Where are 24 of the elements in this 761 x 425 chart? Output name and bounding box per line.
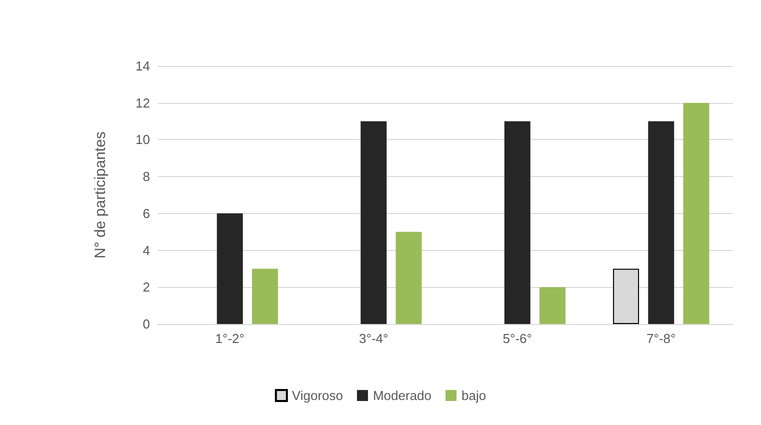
- bar: [360, 121, 387, 324]
- x-tick-label: 3°-4°: [359, 331, 388, 346]
- y-tick-label: 10: [136, 132, 150, 148]
- bar: [539, 287, 566, 324]
- y-tick-label: 0: [142, 316, 150, 332]
- bar: [252, 268, 278, 324]
- y-tick-label: 14: [136, 58, 150, 74]
- y-tick-label: 6: [142, 206, 150, 221]
- y-tick-label: 12: [136, 95, 150, 110]
- x-tick-label: 5°-6°: [502, 331, 532, 346]
- x-tick-label: 1°-2°: [215, 331, 244, 346]
- legend-label: Vigoroso: [292, 388, 343, 403]
- bar: [683, 102, 710, 324]
- y-axis-title: N° de participantes: [92, 132, 109, 258]
- y-tick-label: 8: [142, 169, 150, 184]
- legend-label: Moderado: [372, 388, 432, 403]
- x-tick-label: 7°-8°: [646, 331, 676, 346]
- bar: [648, 121, 674, 324]
- legend-label: bajo: [462, 388, 486, 403]
- bar: [396, 232, 422, 324]
- y-tick-label: 2: [142, 280, 150, 295]
- y-tick-label: 4: [142, 242, 150, 258]
- bar: [504, 121, 530, 324]
- bar: [216, 213, 243, 324]
